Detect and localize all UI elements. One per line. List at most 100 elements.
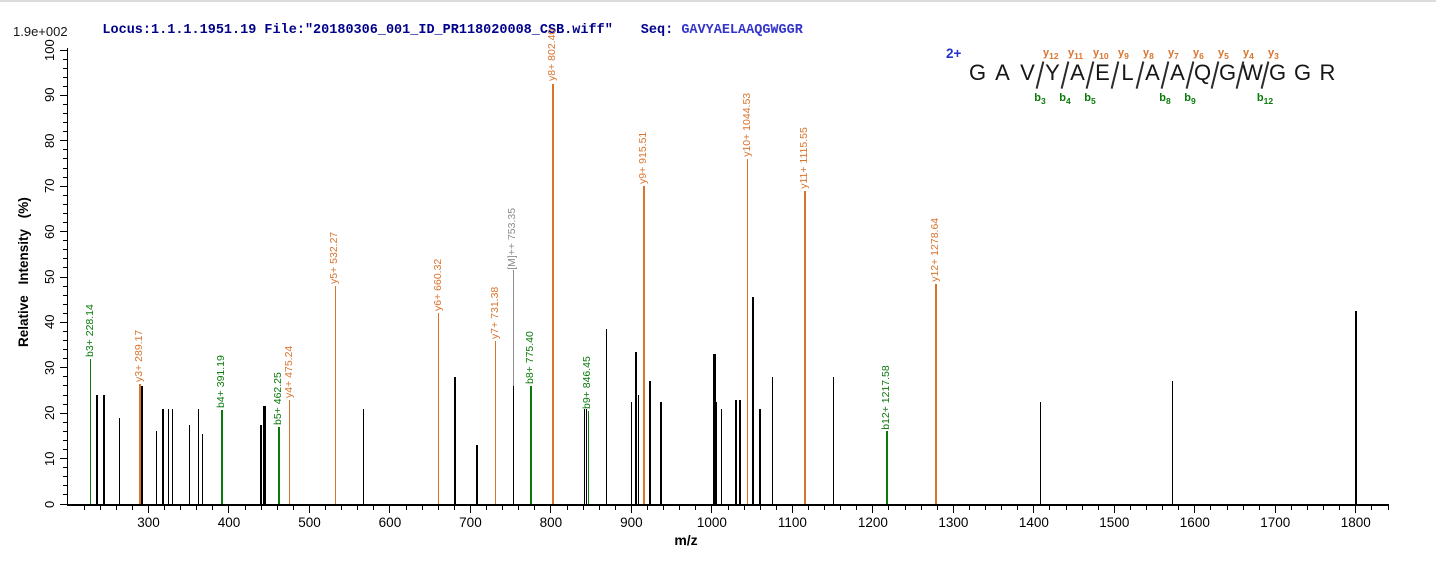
x-minor-tick bbox=[196, 505, 198, 510]
y-tick-label: 70 bbox=[42, 178, 57, 194]
x-major-tick bbox=[1113, 505, 1115, 513]
x-minor-tick bbox=[904, 505, 906, 510]
x-minor-tick bbox=[437, 505, 439, 510]
peptide-residue: Q bbox=[1193, 60, 1212, 85]
peak-annotation-label: y7+ 731.38 bbox=[488, 286, 501, 339]
peak-annotation-label: b12+ 1217.58 bbox=[880, 364, 893, 430]
y-minor-tick bbox=[63, 222, 67, 224]
x-minor-tick bbox=[1387, 505, 1389, 510]
annotated-peak-line bbox=[89, 358, 92, 504]
peak-line bbox=[630, 401, 633, 504]
x-minor-tick bbox=[727, 505, 729, 510]
x-minor-tick bbox=[1097, 505, 1099, 510]
peak-line bbox=[155, 431, 158, 504]
x-minor-tick bbox=[325, 505, 327, 510]
peak-annotation-label: b9+ 846.45 bbox=[581, 356, 594, 409]
x-tick-label: 500 bbox=[298, 515, 321, 530]
x-minor-tick bbox=[260, 505, 262, 510]
y-minor-tick bbox=[63, 122, 67, 124]
annotated-peak-line bbox=[746, 158, 749, 504]
y-major-tick bbox=[60, 231, 67, 233]
y-minor-tick bbox=[63, 421, 67, 423]
x-minor-tick bbox=[985, 505, 987, 510]
y-minor-tick bbox=[63, 467, 67, 469]
y-tick-label: 100 bbox=[42, 39, 57, 61]
peptide-residue: G bbox=[1293, 60, 1312, 85]
annotated-peak-line bbox=[530, 385, 532, 504]
y-ion-label: y9 bbox=[1118, 47, 1129, 62]
y-minor-tick bbox=[63, 449, 67, 451]
peak-line bbox=[771, 376, 774, 504]
y-tick-label: 80 bbox=[42, 133, 57, 149]
b-ion-label: b12 bbox=[1256, 92, 1274, 107]
x-major-tick bbox=[147, 505, 149, 513]
y-tick-label: 40 bbox=[42, 315, 57, 330]
x-tick-label: 1300 bbox=[938, 515, 969, 530]
x-tick-label: 1600 bbox=[1179, 515, 1210, 530]
y-minor-tick bbox=[63, 485, 67, 487]
y-minor-tick bbox=[63, 203, 67, 205]
peak-annotation-label: y9+ 915.51 bbox=[636, 131, 649, 185]
x-major-tick bbox=[308, 505, 310, 513]
x-tick-label: 400 bbox=[217, 515, 241, 530]
peak-annotation-label: y4+ 475.24 bbox=[282, 345, 295, 398]
x-minor-tick bbox=[566, 505, 568, 510]
x-minor-tick bbox=[1162, 505, 1164, 510]
x-tick-label: 1000 bbox=[696, 515, 727, 530]
annotated-peak-line bbox=[935, 283, 937, 504]
y-ion-label: y10 bbox=[1093, 47, 1109, 62]
peak-line bbox=[735, 399, 737, 504]
x-minor-tick bbox=[1226, 505, 1228, 510]
x-minor-tick bbox=[292, 505, 294, 510]
y-minor-tick bbox=[63, 340, 67, 342]
y-tick-label: 50 bbox=[42, 269, 57, 285]
x-minor-tick bbox=[502, 505, 504, 510]
y-minor-tick bbox=[63, 212, 67, 214]
x-minor-tick bbox=[614, 505, 616, 510]
peptide-residue: E bbox=[1095, 60, 1110, 85]
peak-annotation-label: y12+ 1278.64 bbox=[929, 217, 942, 282]
x-minor-tick bbox=[968, 505, 970, 510]
x-minor-tick bbox=[1049, 505, 1051, 510]
y-minor-tick bbox=[63, 113, 67, 115]
peak-line bbox=[1039, 401, 1042, 504]
y-axis-title: Relative Intensity (%) bbox=[16, 197, 31, 347]
annotated-peak-line bbox=[334, 286, 337, 504]
x-minor-tick bbox=[534, 505, 536, 510]
y-minor-tick bbox=[63, 303, 67, 305]
peak-annotation-label: b8+ 775.40 bbox=[524, 331, 537, 384]
peak-line bbox=[635, 351, 637, 504]
b-ion-label: b8 bbox=[1159, 92, 1171, 107]
y-minor-tick bbox=[63, 58, 67, 60]
x-major-tick bbox=[389, 505, 391, 513]
peak-line bbox=[637, 395, 640, 504]
peptide-residue: A bbox=[1170, 60, 1185, 85]
x-minor-tick bbox=[83, 505, 85, 510]
peak-line bbox=[103, 395, 105, 504]
x-minor-tick bbox=[775, 505, 777, 510]
x-minor-tick bbox=[679, 505, 681, 510]
y-major-tick bbox=[60, 412, 67, 414]
x-minor-tick bbox=[598, 505, 600, 510]
y-tick-label: 60 bbox=[42, 224, 57, 239]
x-minor-tick bbox=[1178, 505, 1180, 510]
x-major-tick bbox=[469, 505, 471, 513]
peptide-residue: A bbox=[1145, 60, 1160, 85]
x-minor-tick bbox=[807, 505, 809, 510]
peptide-residue: L bbox=[1121, 60, 1134, 85]
y-major-tick bbox=[60, 367, 67, 369]
x-major-tick bbox=[550, 505, 552, 513]
y-major-tick bbox=[60, 321, 67, 323]
x-minor-tick bbox=[840, 505, 842, 510]
x-minor-tick bbox=[518, 505, 520, 510]
annotated-peak-line bbox=[437, 313, 440, 504]
peak-line bbox=[167, 408, 170, 504]
peptide-residue: G bbox=[968, 60, 987, 85]
y-minor-tick bbox=[63, 76, 67, 78]
peak-line bbox=[141, 385, 143, 504]
x-minor-tick bbox=[1017, 505, 1019, 510]
x-major-tick bbox=[1194, 505, 1196, 513]
x-minor-tick bbox=[341, 505, 343, 510]
x-minor-tick bbox=[212, 505, 214, 510]
y-tick-label: 10 bbox=[42, 451, 57, 466]
